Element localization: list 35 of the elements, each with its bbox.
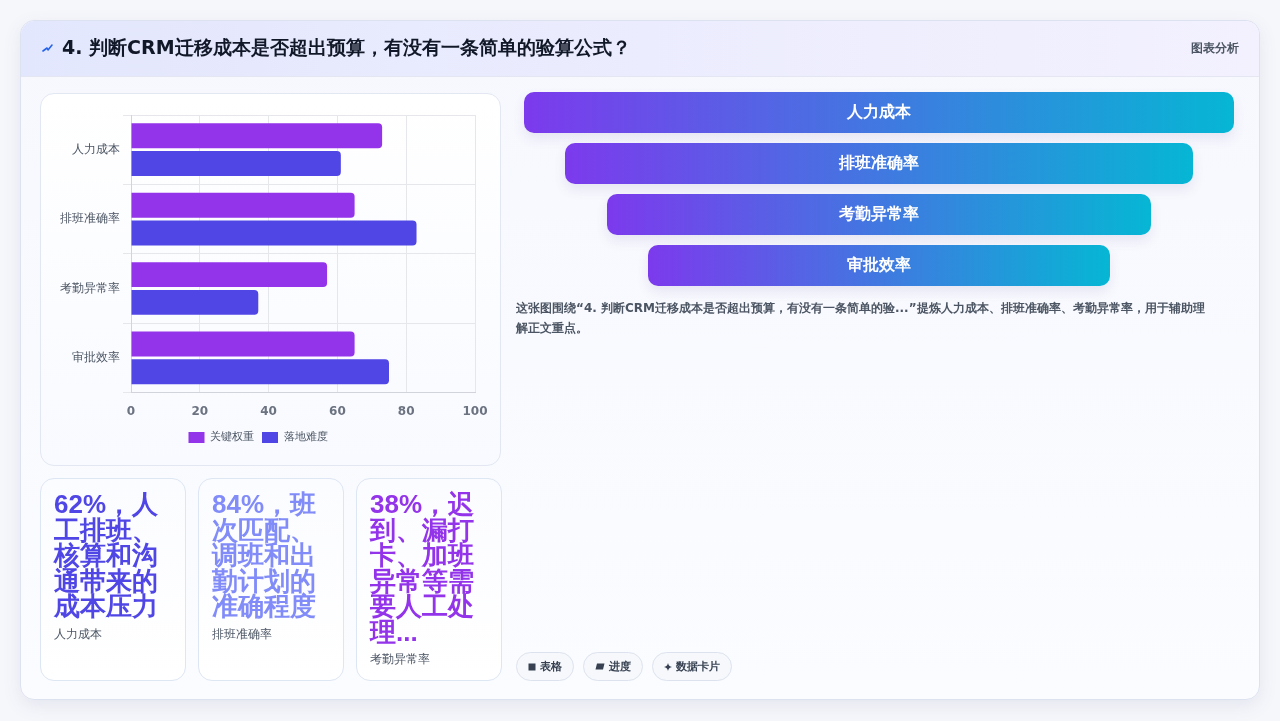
y-tick-label: 考勤异常率 (60, 280, 120, 295)
category-label: 排班准确率 (565, 143, 1193, 184)
text: 38%，迟到、漏打卡、加班异常等需要人工处理... (370, 489, 476, 647)
text: 考勤异常率 (370, 651, 431, 668)
text: 排班准确率 (212, 625, 273, 643)
x-tick-label: 60 (329, 403, 346, 418)
text: 4. 判断CRM迁移成本是否超出预算，有没有一条简单的验算公式？ (62, 35, 631, 60)
y-tick-label: 排班准确率 (60, 211, 120, 226)
y-tick-label: 审批效率 (72, 350, 120, 365)
bar (131, 331, 355, 357)
text: 这张图围绕“4. 判断CRM迁移成本是否超出预算，有没有一条简单的验...”提炼人力成本、排班准确率、考勤异常率，用于辅助理解正文重点。 (516, 300, 1206, 337)
bar (131, 289, 259, 315)
legend-label: 落地难度 (283, 430, 328, 444)
bar (131, 359, 389, 385)
bar (131, 123, 383, 149)
x-tick-label: 100 (462, 403, 488, 418)
x-tick-label: 20 (191, 403, 209, 418)
bar (131, 220, 417, 246)
x-tick-label: 40 (260, 403, 277, 418)
category-label: 人力成本 (523, 92, 1234, 133)
x-tick-label: 0 (126, 403, 136, 418)
text: 62%，人工排班、核算和沟通带来的成本压力 (54, 489, 160, 621)
text: 表格 (540, 659, 562, 674)
legend-label: 关键权重 (210, 430, 254, 444)
x-tick-label: 80 (397, 403, 415, 418)
text: 84%，班次匹配、调班和出勤计划的准确程度 (212, 489, 318, 621)
category-label: 考勤异常率 (606, 194, 1152, 235)
text: 数据卡片 (676, 659, 720, 674)
text: 图表分析 (1191, 40, 1239, 57)
text: 进度 (609, 659, 631, 674)
y-tick-label: 人力成本 (72, 141, 120, 156)
category-label: 审批效率 (648, 245, 1110, 286)
bar (131, 151, 341, 177)
bar (131, 262, 328, 288)
bar (131, 192, 355, 218)
